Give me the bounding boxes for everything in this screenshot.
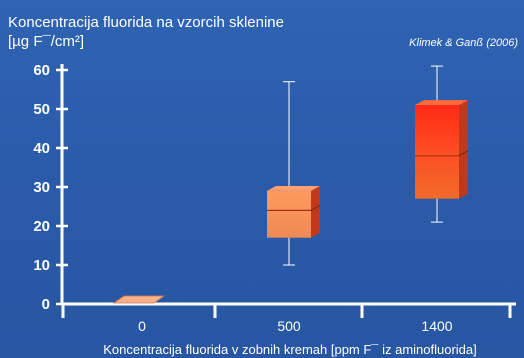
box-side-face (311, 185, 320, 238)
box-0 (112, 295, 166, 304)
box-plots (112, 65, 469, 304)
x-tick-label: 500 (277, 318, 301, 334)
chart-title-unit: [µg F¯/cm²] (8, 33, 84, 50)
x-tick-label: 1400 (421, 318, 452, 334)
x-axis: 0 500 1400 (61, 302, 516, 334)
y-axis: 0 10 20 30 40 50 60 (33, 62, 68, 313)
box-top-face (267, 185, 320, 191)
y-tick-label: 20 (33, 218, 50, 235)
y-tick-label: 0 (42, 296, 50, 313)
box-top-face (112, 295, 166, 304)
x-tick-label: 0 (138, 318, 146, 334)
box-median-side (310, 205, 321, 211)
box-1400 (415, 65, 469, 223)
chart-source: Klimek & Ganß (2006) (409, 37, 518, 49)
y-tick-label: 60 (33, 62, 50, 79)
box-front-face (267, 190, 311, 238)
y-tick-label: 40 (33, 140, 50, 157)
y-tick-label: 10 (33, 257, 50, 274)
x-axis-label: Koncentracija fluorida v zobnih kremah [… (103, 342, 477, 357)
box-side-face (459, 100, 468, 199)
box-500 (267, 81, 321, 266)
box-median-side (458, 150, 469, 157)
box-top-face (415, 100, 468, 106)
box-front-face (415, 105, 459, 199)
y-tick-label: 30 (33, 179, 50, 196)
chart-title: Koncentracija fluorida na vzorcih skleni… (8, 14, 284, 31)
y-tick-label: 50 (33, 101, 50, 118)
